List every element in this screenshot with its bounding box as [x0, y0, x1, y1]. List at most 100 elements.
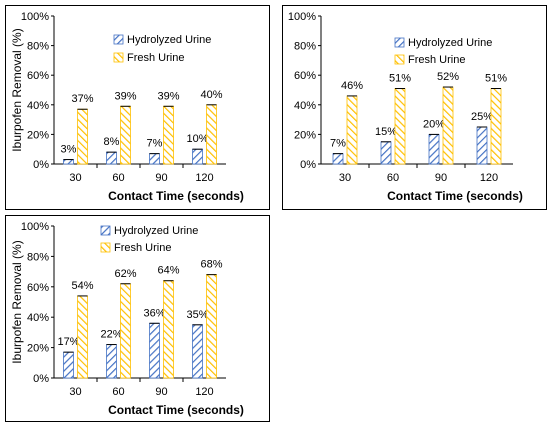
chart-1-hydrolyzed-bar: [63, 159, 74, 165]
chart-2-y-tick-label: 100%: [288, 11, 316, 23]
chart-1-x-tick-label: 30: [69, 172, 81, 184]
chart-1-y-tick-label: 20%: [27, 129, 49, 141]
chart-1-y-tick-label: 100%: [21, 11, 49, 23]
chart-2-x-tick-label: 120: [480, 172, 498, 184]
chart-1-x-tick-label: 120: [195, 172, 213, 184]
chart-2-x-tick-label: 60: [387, 172, 399, 184]
chart-1-hydrolyzed-data-label: 8%: [104, 136, 120, 148]
chart-3-x-tick-label: 90: [155, 386, 167, 398]
chart-3-svg: 0% 20% 40% 60% 80% 100% 30 17% 54% 60 22% 62% 90 36% 6…: [10, 221, 244, 417]
chart-2-hydrolyzed-bar: [380, 141, 392, 165]
chart-3-fresh-bar: [163, 280, 174, 379]
chart-1-fresh-data-label: 39%: [157, 90, 179, 102]
chart-1-x-axis-title: Contact Time (seconds): [108, 189, 244, 203]
chart-3-fresh-bar: [120, 283, 131, 379]
chart-1-y-tick-label: 40%: [27, 100, 49, 112]
chart-2-legend-label: Fresh Urine: [408, 54, 465, 66]
chart-2-fresh-bar: [346, 95, 358, 165]
chart-3-y-tick-label: 60%: [27, 282, 49, 294]
chart-1-legend-label: Hydrolyzed Urine: [127, 34, 211, 46]
chart-1-hydrolyzed-data-label: 7%: [147, 138, 163, 150]
chart-3-legend-swatch: [100, 242, 111, 253]
chart-2-fresh-bar: [442, 86, 454, 165]
chart-3-legend-label: Hydrolyzed Urine: [114, 225, 198, 237]
chart-1-x-tick-label: 90: [155, 172, 167, 184]
chart-2-hydrolyzed-data-label: 25%: [471, 111, 493, 123]
chart-2-svg: 0% 20% 40% 60% 80% 100% 30 7% 46% 60 15% 51% 90 20% 52…: [288, 11, 523, 203]
chart-3-y-tick-label: 80%: [27, 251, 49, 263]
chart-2-fresh-bar: [490, 88, 502, 165]
chart-2-y-tick-label: 40%: [294, 100, 316, 112]
chart-1-fresh-data-label: 39%: [114, 90, 136, 102]
chart-2-x-tick-label: 90: [435, 172, 447, 184]
chart-3-hydrolyzed-data-label: 35%: [186, 309, 208, 321]
chart-1-fresh-data-label: 37%: [71, 93, 93, 105]
chart-2-hydrolyzed-bar: [428, 133, 440, 165]
chart-1-hydrolyzed-bar: [192, 148, 203, 165]
chart-1-y-tick-label: 0%: [33, 159, 49, 171]
chart-3-fresh-data-label: 64%: [157, 265, 179, 277]
chart-3-fresh-data-label: 62%: [114, 268, 136, 280]
chart-1-legend-label: Fresh Urine: [127, 52, 184, 64]
chart-1-fresh-bar: [206, 104, 217, 165]
chart-2-x-axis-title: Contact Time (seconds): [387, 189, 523, 203]
chart-1-hydrolyzed-data-label: 3%: [61, 144, 77, 156]
chart-1-fresh-bar: [77, 108, 88, 165]
chart-2-fresh-data-label: 46%: [341, 80, 363, 92]
chart-3-x-tick-label: 120: [195, 386, 213, 398]
chart-1-x-tick-label: 60: [112, 172, 124, 184]
chart-3-fresh-bar: [206, 274, 217, 379]
chart-2-hydrolyzed-bar: [476, 126, 488, 165]
chart-2-fresh-data-label: 51%: [485, 73, 507, 85]
chart-1-y-tick-label: 60%: [27, 70, 49, 82]
chart-2-hydrolyzed-data-label: 20%: [423, 118, 445, 130]
chart-3-hydrolyzed-bar: [192, 324, 203, 379]
chart-2-legend-swatch: [394, 54, 405, 65]
chart-2-fresh-bar: [394, 88, 406, 165]
chart-2-hydrolyzed-bar: [332, 153, 344, 165]
chart-2-fresh-data-label: 51%: [389, 73, 411, 85]
chart-3-y-tick-label: 0%: [33, 373, 49, 385]
chart-1-fresh-bar: [120, 105, 131, 165]
chart-1-fresh-bar: [163, 105, 174, 165]
chart-1-fresh-data-label: 40%: [200, 89, 222, 101]
chart-2-y-tick-label: 0%: [300, 159, 316, 171]
chart-1-svg: 0% 20% 40% 60% 80% 100% 30 3% 37% 60 8% 39% 90 7% 39% 1…: [10, 11, 244, 203]
chart-3-y-tick-label: 20%: [27, 343, 49, 355]
chart-3-legend-label: Fresh Urine: [114, 242, 171, 254]
chart-1-legend-swatch: [113, 52, 124, 63]
chart-3-legend-swatch: [100, 225, 111, 236]
chart-1-y-tick-label: 80%: [27, 41, 49, 53]
chart-panel-1: 0% 20% 40% 60% 80% 100% 30 3% 37% 60 8% 39% 90 7% 39% 1…: [5, 5, 270, 210]
chart-2-y-tick-label: 60%: [294, 70, 316, 82]
chart-panel-2: 0% 20% 40% 60% 80% 100% 30 7% 46% 60 15% 51% 90 20% 52…: [282, 5, 547, 210]
chart-3-hydrolyzed-bar: [106, 344, 117, 379]
chart-3-x-axis-title: Contact Time (seconds): [108, 403, 244, 417]
chart-3-fresh-data-label: 68%: [200, 259, 222, 271]
chart-3-fresh-bar: [77, 295, 88, 379]
chart-2-hydrolyzed-data-label: 7%: [330, 138, 346, 150]
chart-3-fresh-data-label: 54%: [71, 280, 93, 292]
chart-3-hydrolyzed-data-label: 36%: [143, 307, 165, 319]
chart-1-hydrolyzed-data-label: 10%: [186, 133, 208, 145]
chart-2-fresh-data-label: 52%: [437, 71, 459, 83]
chart-1-legend-swatch: [113, 34, 124, 45]
chart-3-y-tick-label: 100%: [21, 221, 49, 233]
chart-3-hydrolyzed-data-label: 17%: [57, 336, 79, 348]
chart-2-y-tick-label: 20%: [294, 129, 316, 141]
chart-2-x-tick-label: 30: [339, 172, 351, 184]
chart-3-hydrolyzed-bar: [63, 351, 74, 379]
chart-3-hydrolyzed-bar: [149, 322, 160, 379]
chart-3-x-tick-label: 60: [112, 386, 124, 398]
chart-1-hydrolyzed-bar: [149, 153, 160, 165]
chart-2-legend-label: Hydrolyzed Urine: [408, 37, 492, 49]
chart-1-hydrolyzed-bar: [106, 151, 117, 165]
chart-2-y-tick-label: 80%: [294, 41, 316, 53]
chart-2-legend-swatch: [394, 37, 405, 48]
chart-3-y-axis-title: Iburpofen Removal (%): [10, 240, 24, 363]
chart-3-hydrolyzed-data-label: 22%: [100, 329, 122, 341]
chart-2-hydrolyzed-data-label: 15%: [375, 126, 397, 138]
chart-3-x-tick-label: 30: [69, 386, 81, 398]
chart-panel-3: 0% 20% 40% 60% 80% 100% 30 17% 54% 60 22% 62% 90 36% 6…: [5, 215, 270, 422]
chart-3-y-tick-label: 40%: [27, 312, 49, 324]
